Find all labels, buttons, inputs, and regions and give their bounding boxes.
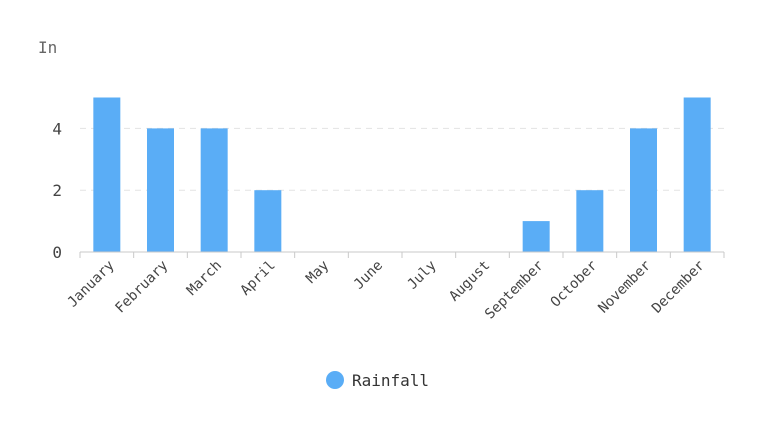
- bar-february[interactable]: [147, 128, 174, 252]
- legend-label-rainfall[interactable]: Rainfall: [352, 371, 429, 390]
- legend[interactable]: Rainfall: [326, 371, 429, 390]
- gridlines: [80, 127, 724, 191]
- x-tick-label-may: May: [303, 258, 332, 287]
- legend-marker-rainfall[interactable]: [326, 371, 344, 389]
- y-tick-label-2: 2: [52, 181, 62, 200]
- bar-january[interactable]: [93, 97, 121, 253]
- bar-march[interactable]: [200, 128, 228, 252]
- x-tick-label-october: October: [548, 258, 601, 311]
- bar-september[interactable]: [522, 221, 550, 252]
- x-tick-label-august: August: [446, 258, 493, 305]
- bars: [93, 97, 711, 253]
- bar-april[interactable]: [254, 190, 282, 252]
- x-tick-label-june: June: [351, 258, 386, 293]
- x-tick-label-july: July: [405, 258, 440, 293]
- y-tick-label-4: 4: [52, 119, 62, 138]
- y-axis-labels: 0 2 4: [52, 119, 62, 262]
- x-tick-label-march: March: [184, 258, 225, 299]
- bar-november[interactable]: [630, 128, 657, 252]
- x-tick-label-april: April: [238, 258, 279, 299]
- x-tick-label-december: December: [649, 258, 708, 317]
- x-tick-label-february: February: [112, 258, 171, 317]
- bar-december[interactable]: [683, 97, 711, 253]
- x-axis-ticks: [79, 252, 725, 258]
- x-tick-label-september: September: [482, 258, 547, 323]
- x-tick-label-november: November: [595, 258, 654, 317]
- y-tick-label-0: 0: [52, 243, 62, 262]
- bar-october[interactable]: [576, 190, 604, 252]
- y-axis-title: In: [38, 38, 57, 57]
- x-tick-label-january: January: [65, 258, 118, 311]
